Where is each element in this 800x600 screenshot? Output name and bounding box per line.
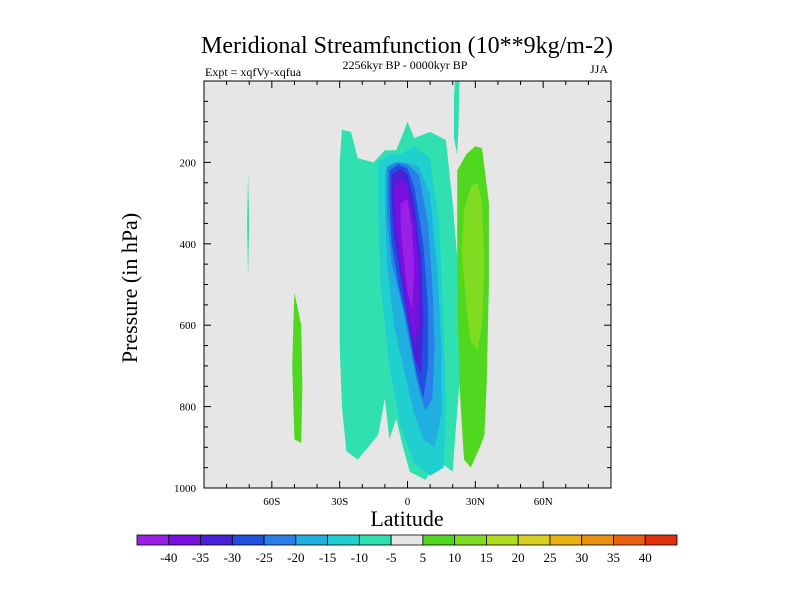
colorbar-swatch — [613, 534, 646, 546]
colorbar-label: -15 — [319, 550, 336, 565]
colorbar-swatch — [644, 534, 678, 546]
contour-region-green-band-45S — [292, 292, 303, 444]
x-tick-label: 30S — [331, 496, 348, 508]
colorbar-swatch — [486, 534, 519, 546]
colorbar-label: 5 — [420, 550, 427, 565]
y-tick-label: 200 — [180, 157, 197, 169]
y-axis-label: Pressure (in hPa) — [117, 213, 142, 363]
x-axis-label: Latitude — [370, 506, 443, 531]
colorbar-swatch — [200, 534, 233, 546]
colorbar-label: 30 — [575, 550, 588, 565]
colorbar-label: 20 — [512, 550, 525, 565]
colorbar-swatch — [327, 534, 360, 546]
contour-region-purple-core — [400, 199, 415, 309]
colorbar-label: -35 — [192, 550, 209, 565]
colorbar-swatch — [263, 534, 297, 546]
colorbar-swatch — [168, 534, 201, 546]
colorbar-label: 10 — [448, 550, 461, 565]
colorbar-swatch — [390, 534, 424, 546]
colorbar-swatch — [295, 534, 328, 546]
x-tick-label: 60N — [534, 496, 553, 508]
y-tick-label: 600 — [180, 320, 197, 332]
x-tick-label: 30N — [466, 496, 485, 508]
x-tick-label: 60S — [263, 496, 280, 508]
colorbar-label: -10 — [351, 550, 368, 565]
colorbar-label: 40 — [639, 550, 652, 565]
colorbar-label: -30 — [224, 550, 241, 565]
colorbar-swatch — [581, 534, 614, 546]
contour-region-cyan-spike-22N — [453, 81, 460, 155]
colorbar-label: -5 — [386, 550, 397, 565]
colorbar-swatch — [422, 534, 456, 546]
contour-region-yellow-green-core-30N — [461, 182, 485, 350]
colorbar-swatch — [136, 534, 170, 546]
colorbar-swatch — [517, 534, 551, 546]
y-tick-label: 800 — [180, 402, 197, 414]
colorbar-label: -20 — [287, 550, 304, 565]
x-tick-label: 0 — [405, 496, 411, 508]
season-label: JJA — [590, 62, 608, 76]
colorbar-label: 25 — [543, 550, 556, 565]
y-tick-label: 400 — [180, 239, 197, 251]
colorbar-label: -40 — [160, 550, 177, 565]
colorbar-swatch — [454, 534, 487, 546]
period-label: 2256kyr BP - 0000kyr BP — [343, 58, 468, 72]
experiment-label: Expt = xqfVy-xqfua — [205, 65, 302, 79]
colorbar-swatch — [231, 534, 265, 546]
colorbar-label: -25 — [255, 550, 272, 565]
colorbar-label: 15 — [480, 550, 493, 565]
colorbar-label: 35 — [607, 550, 620, 565]
y-tick-label: 1000 — [174, 483, 197, 495]
contour-region-cyan-band-60S — [247, 174, 250, 277]
colorbar-swatch — [358, 534, 392, 546]
colorbar-swatch — [549, 534, 583, 546]
chart-title: Meridional Streamfunction (10**9kg/m-2) — [201, 33, 613, 59]
